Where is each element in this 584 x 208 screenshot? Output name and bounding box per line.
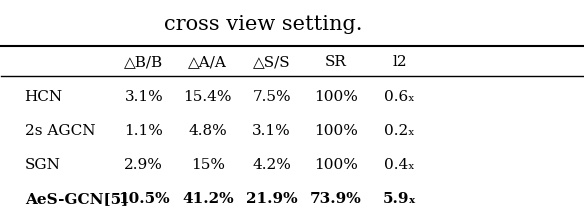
- Text: 100%: 100%: [314, 158, 357, 172]
- Text: HCN: HCN: [25, 90, 62, 104]
- Text: cross view setting.: cross view setting.: [164, 15, 362, 33]
- Text: SGN: SGN: [25, 158, 61, 172]
- Text: 4.2%: 4.2%: [252, 158, 291, 172]
- Text: 10.5%: 10.5%: [118, 192, 169, 206]
- Text: 3.1%: 3.1%: [252, 124, 291, 138]
- Text: 5.9ₓ: 5.9ₓ: [383, 192, 416, 206]
- Text: △A/A: △A/A: [188, 55, 227, 69]
- Text: 0.2ₓ: 0.2ₓ: [384, 124, 415, 138]
- Text: △B/B: △B/B: [124, 55, 164, 69]
- Text: 73.9%: 73.9%: [310, 192, 361, 206]
- Text: 100%: 100%: [314, 124, 357, 138]
- Text: 0.4ₓ: 0.4ₓ: [384, 158, 415, 172]
- Text: 15%: 15%: [191, 158, 225, 172]
- Text: 7.5%: 7.5%: [252, 90, 291, 104]
- Text: SR: SR: [325, 55, 346, 69]
- Text: 2s AGCN: 2s AGCN: [25, 124, 95, 138]
- Text: 2.9%: 2.9%: [124, 158, 163, 172]
- Text: AeS-GCN[5]: AeS-GCN[5]: [25, 192, 128, 206]
- Text: 100%: 100%: [314, 90, 357, 104]
- Text: 1.1%: 1.1%: [124, 124, 163, 138]
- Text: 3.1%: 3.1%: [124, 90, 163, 104]
- Text: 15.4%: 15.4%: [183, 90, 232, 104]
- Text: 0.6ₓ: 0.6ₓ: [384, 90, 415, 104]
- Text: 41.2%: 41.2%: [182, 192, 234, 206]
- Text: △S/S: △S/S: [253, 55, 290, 69]
- Text: 21.9%: 21.9%: [246, 192, 297, 206]
- Text: l2: l2: [392, 55, 407, 69]
- Text: 4.8%: 4.8%: [189, 124, 227, 138]
